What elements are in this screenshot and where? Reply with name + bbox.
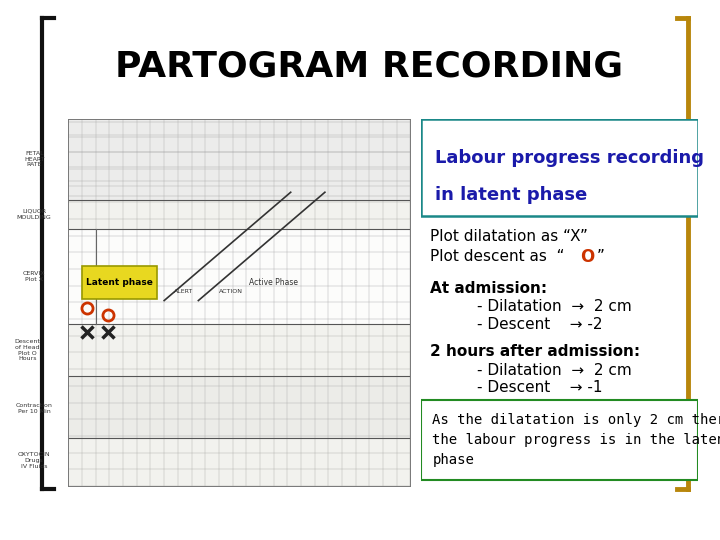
Bar (421, 400, 698, 480)
Text: ”: ” (597, 249, 605, 264)
Text: PARTOGRAM RECORDING: PARTOGRAM RECORDING (115, 49, 623, 83)
Text: ACTION: ACTION (219, 289, 243, 294)
Text: Active Phase: Active Phase (249, 278, 298, 287)
Text: FETAL
HEART
RATE: FETAL HEART RATE (24, 151, 45, 167)
Bar (68, 229, 410, 325)
Text: ALERT: ALERT (174, 289, 194, 294)
Text: 2 hours after admission:: 2 hours after admission: (430, 344, 639, 359)
Bar (68, 438, 410, 486)
Text: LIQUOR
MOULDING: LIQUOR MOULDING (17, 209, 52, 220)
Bar (68, 376, 410, 438)
Text: O: O (580, 248, 595, 266)
Text: As the dilatation is only 2 cm therefore
the labour progress is in the latent
ph: As the dilatation is only 2 cm therefore… (432, 413, 720, 468)
Text: - Dilatation  →  2 cm: - Dilatation → 2 cm (477, 363, 631, 378)
Bar (421, 119, 698, 215)
Text: Descent
of Head
Plot O
Hours: Descent of Head Plot O Hours (14, 339, 40, 361)
Text: OXYTOCIN
Drugs
IV Fluids: OXYTOCIN Drugs IV Fluids (18, 452, 50, 469)
Text: Contraction
Per 10 Min: Contraction Per 10 Min (16, 403, 53, 414)
Bar (82, 266, 157, 299)
Bar (68, 119, 410, 200)
Bar (68, 325, 410, 376)
Text: At admission:: At admission: (430, 281, 546, 296)
Text: Plot dilatation as “X”: Plot dilatation as “X” (430, 228, 588, 244)
Text: - Descent    → -1: - Descent → -1 (477, 380, 602, 395)
Text: Latent phase: Latent phase (86, 278, 153, 287)
Text: - Dilatation  →  2 cm: - Dilatation → 2 cm (477, 300, 631, 314)
Text: Plot descent as  “: Plot descent as “ (430, 249, 564, 264)
Bar (68, 200, 410, 229)
Text: in latent phase: in latent phase (435, 186, 588, 204)
Text: Labour progress recording: Labour progress recording (435, 149, 704, 167)
Text: - Descent    → -2: - Descent → -2 (477, 317, 602, 332)
Text: CERVIX
Plot X: CERVIX Plot X (23, 271, 45, 282)
